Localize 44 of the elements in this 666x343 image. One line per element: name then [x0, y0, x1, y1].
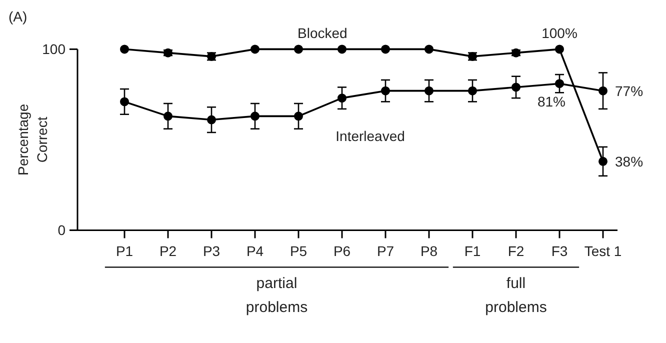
point — [338, 94, 346, 103]
x-tick-label: P3 — [202, 243, 220, 260]
x-tick-label: P4 — [246, 243, 264, 260]
point — [381, 44, 390, 54]
point — [207, 115, 216, 124]
y-axis-title: Percentage Correct — [14, 104, 50, 176]
point — [120, 44, 129, 54]
point — [338, 44, 346, 54]
point — [555, 79, 564, 88]
point — [250, 112, 260, 121]
data-label: 77% — [615, 82, 644, 99]
point — [468, 86, 477, 96]
x-tick-label: P7 — [376, 243, 394, 260]
point — [424, 44, 434, 54]
y-tick-label: 0 — [58, 222, 66, 238]
point — [164, 112, 172, 121]
text: (A) — [8, 8, 28, 24]
x-tick-label: P8 — [420, 243, 438, 260]
point — [555, 44, 564, 54]
x-tick-label: Test 1 — [584, 243, 622, 260]
y-tick-label: 100 — [42, 41, 66, 58]
series-label: Interleaved — [336, 128, 405, 144]
data-label: 100% — [542, 25, 578, 42]
series-label: Blocked — [298, 25, 348, 42]
point — [120, 97, 129, 106]
point — [294, 44, 303, 54]
data-label: 38% — [615, 153, 644, 170]
x-tick-label: P1 — [116, 243, 134, 260]
x-tick-label: P5 — [290, 243, 308, 260]
x-tick-label: P6 — [333, 243, 351, 260]
point — [598, 156, 608, 166]
point — [381, 86, 390, 96]
point — [250, 44, 260, 54]
point — [512, 82, 520, 92]
x-tick-label: F3 — [551, 243, 568, 260]
data-label: 81% — [537, 94, 566, 110]
x-tick-label: F1 — [464, 243, 481, 260]
x-tick-label: P2 — [159, 243, 177, 260]
text: partial problems — [246, 275, 308, 316]
x-tick-label: F2 — [508, 243, 524, 260]
point — [294, 112, 303, 121]
text: full problems — [485, 275, 547, 316]
point — [424, 86, 434, 96]
point — [598, 86, 608, 96]
